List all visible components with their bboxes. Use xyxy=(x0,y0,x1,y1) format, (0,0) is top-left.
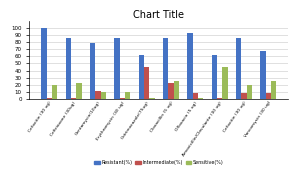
Bar xyxy=(90,43,95,99)
Bar xyxy=(52,85,57,99)
Bar xyxy=(168,83,174,99)
Bar xyxy=(236,38,241,99)
Legend: Resistant(%), Intermediate(%), Sensitive(%): Resistant(%), Intermediate(%), Sensitive… xyxy=(92,158,225,167)
Bar xyxy=(217,98,222,99)
Bar xyxy=(198,98,203,99)
Bar xyxy=(163,38,168,99)
Bar xyxy=(271,81,276,99)
Bar xyxy=(71,98,76,99)
Bar xyxy=(247,85,252,99)
Bar xyxy=(95,91,101,99)
Bar xyxy=(66,38,71,99)
Bar xyxy=(193,94,198,99)
Bar xyxy=(120,98,125,99)
Bar xyxy=(46,98,52,99)
Bar xyxy=(125,92,130,99)
Bar xyxy=(138,55,144,99)
Bar xyxy=(222,67,228,99)
Bar xyxy=(114,38,120,99)
Bar xyxy=(41,28,46,99)
Bar xyxy=(144,67,149,99)
Bar xyxy=(174,81,179,99)
Bar xyxy=(241,94,247,99)
Title: Chart Title: Chart Title xyxy=(133,10,184,20)
Bar xyxy=(101,92,106,99)
Bar xyxy=(76,83,81,99)
Bar xyxy=(187,33,193,99)
Bar xyxy=(149,98,155,99)
Bar xyxy=(260,51,266,99)
Bar xyxy=(212,55,217,99)
Bar xyxy=(266,94,271,99)
